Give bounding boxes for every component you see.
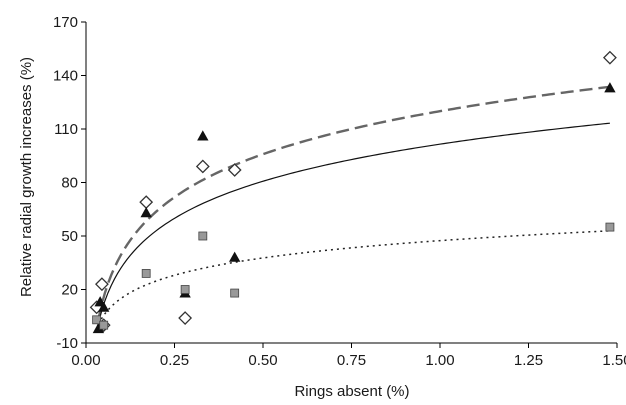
point-square: [230, 288, 240, 298]
x-axis-ticks: 0.00 0.25 0.50 0.75 1.00 1.25 1.50: [71, 343, 626, 369]
x-tick-label: 1.00: [425, 352, 454, 369]
x-tick-label: 1.25: [514, 352, 543, 369]
y-tick-label: 140: [53, 68, 78, 85]
point-triangle: [229, 251, 241, 262]
point-triangle: [197, 130, 209, 141]
y-axis-ticks: -10 20 50 80 110 140 170: [53, 14, 86, 352]
trendlines: [97, 85, 611, 325]
point-diamond: [195, 159, 210, 174]
point-square: [198, 231, 208, 241]
point-square: [605, 222, 615, 232]
point-diamond: [603, 50, 617, 65]
trendline-solid: [97, 122, 610, 324]
point-square: [180, 285, 190, 294]
trendline-dashed-gray: [97, 85, 611, 320]
x-tick-label: 0.50: [248, 352, 277, 369]
y-tick-label: 110: [54, 121, 78, 138]
point-square: [92, 315, 102, 325]
axes: [85, 22, 617, 344]
point-triangle: [140, 206, 152, 218]
y-tick-label: -10: [56, 335, 78, 352]
point-square: [141, 269, 151, 278]
x-tick-label: 0.75: [337, 352, 366, 369]
point-diamond: [95, 277, 109, 292]
trendline-dotted: [97, 230, 610, 325]
x-tick-label: 0.00: [71, 352, 100, 369]
point-diamond: [227, 163, 242, 177]
point-diamond: [139, 195, 154, 210]
point-diamond: [178, 311, 193, 325]
data-points: [89, 50, 617, 334]
x-tick-label: 1.50: [602, 352, 626, 369]
y-tick-label: 50: [61, 228, 78, 245]
point-square: [99, 320, 109, 330]
x-axis-label: Rings absent (%): [294, 383, 409, 400]
y-tick-label: 80: [61, 175, 78, 192]
point-triangle: [604, 82, 616, 93]
y-tick-label: 170: [53, 14, 78, 31]
x-tick-label: 0.25: [160, 352, 189, 369]
y-axis-label: Relative radial growth increases (%): [18, 57, 35, 297]
point-triangle: [98, 301, 110, 312]
y-tick-label: 20: [61, 282, 78, 299]
